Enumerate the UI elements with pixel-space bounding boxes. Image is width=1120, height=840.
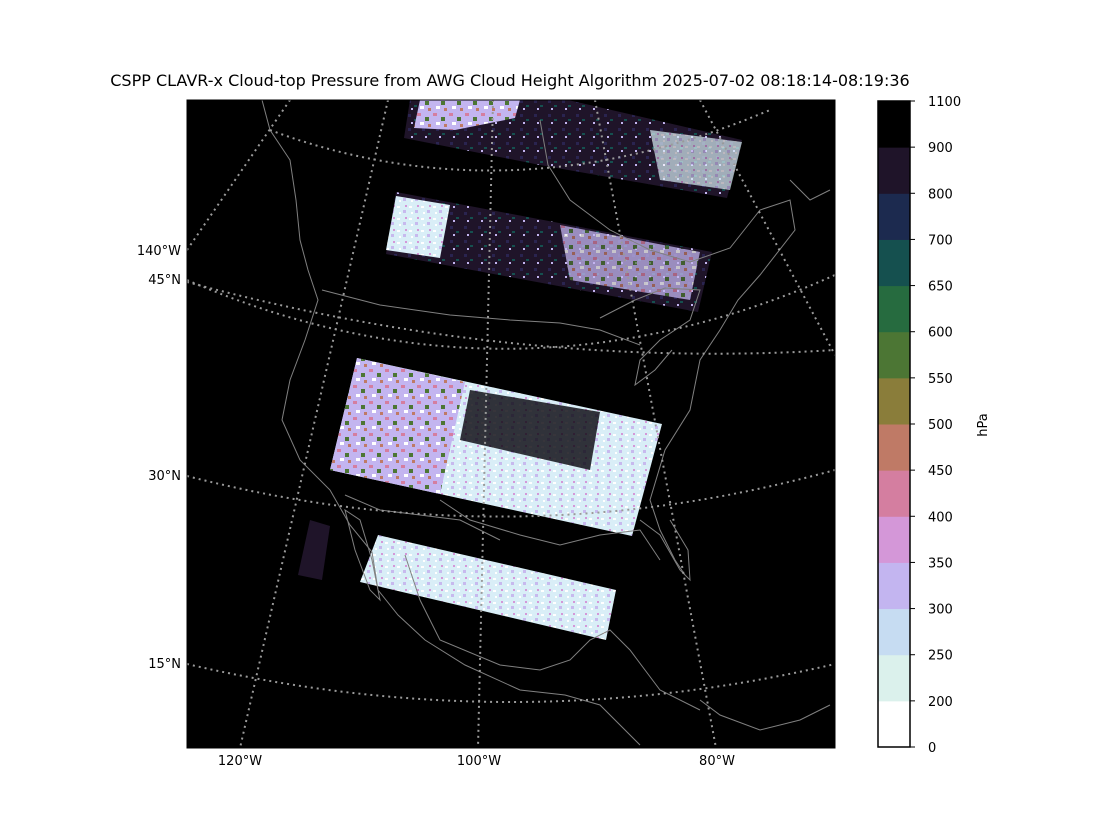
lon-label-120: 120°W <box>218 754 262 769</box>
colorbar-tick-label: 700 <box>928 233 953 248</box>
colorbar-bin <box>878 654 910 702</box>
colorbar-bin <box>878 147 910 194</box>
colorbar-tick-label: 250 <box>928 649 953 664</box>
cloud-swaths <box>298 100 742 640</box>
colorbar-tick-label: 800 <box>928 187 953 202</box>
colorbar-tick-label: 550 <box>928 372 953 387</box>
map-title: CSPP CLAVR-x Cloud-top Pressure from AWG… <box>110 71 910 90</box>
hudson-bay <box>539 119 796 576</box>
colorbar-tick-label: 500 <box>928 418 953 433</box>
lon-label-80: 80°W <box>699 754 735 769</box>
lat-label-45: 45°N <box>148 273 181 288</box>
colorbar-tick-label: 400 <box>928 510 953 525</box>
gulf-coast <box>439 499 661 561</box>
colorbar-bin <box>878 562 910 610</box>
map-frame <box>186 99 836 749</box>
map-content <box>187 100 835 748</box>
graticule-latitudes <box>187 109 835 703</box>
colorbar-tick-label: 650 <box>928 280 953 295</box>
lat-label-30: 30°N <box>148 469 181 484</box>
lon-label-100: 100°W <box>457 754 501 769</box>
colorbar-tick-label: 450 <box>928 464 953 479</box>
lat-line-45 <box>187 274 835 350</box>
caribbean <box>699 699 831 731</box>
colorbar-tick-label: 900 <box>928 141 953 156</box>
lon-line-80 <box>594 100 717 748</box>
lat-label-15: 15°N <box>148 657 181 672</box>
colorbar-bin <box>878 377 910 425</box>
graticule-longitudes <box>187 100 835 748</box>
colorbar-bin <box>878 193 910 240</box>
colorbar-bin <box>878 424 910 471</box>
colorbar-bin <box>878 470 910 517</box>
colorbar-bin <box>878 239 910 287</box>
colorbar-label: hPa <box>976 413 991 436</box>
colorbar: 0 200 250 300 350 400 450 500 550 600 650 700 800 900… <box>877 95 961 756</box>
swath-north-2-clouds-w <box>386 196 450 258</box>
lon-line-100 <box>477 100 494 748</box>
swath-north-1-east <box>650 130 742 190</box>
mexico-gulf <box>404 554 701 711</box>
colorbar-tick-label: 1100 <box>928 95 961 110</box>
colorbar-tick-label: 600 <box>928 326 953 341</box>
colorbar-bin <box>878 101 910 148</box>
colorbar-bin <box>878 608 910 656</box>
swath-south <box>360 535 616 640</box>
baja-peninsula <box>344 508 381 602</box>
swath-small-west <box>298 520 330 580</box>
florida <box>639 519 691 582</box>
swath-north-1 <box>404 100 742 198</box>
swath-central-west <box>330 358 465 494</box>
colorbar-bin <box>878 285 910 333</box>
us-canada-border <box>321 289 641 346</box>
us-mexico-border <box>344 494 501 541</box>
swath-north-2-clouds-e <box>560 225 700 300</box>
lat-line-37 <box>187 281 835 355</box>
lon-line-120 <box>239 100 389 748</box>
colorbar-tick-label: 350 <box>928 556 953 571</box>
colorbar-tick-label: 200 <box>928 695 953 710</box>
colorbar-bin <box>878 516 910 563</box>
lon-label-140: 140°W <box>137 244 181 259</box>
colorbar-tick-label: 300 <box>928 603 953 618</box>
colorbar-bin <box>878 700 910 748</box>
swath-central-dark <box>460 390 600 470</box>
newfoundland <box>789 179 831 201</box>
lon-line-140 <box>187 100 291 251</box>
colorbar-tick-label: 0 <box>928 741 936 756</box>
colorbar-bin <box>878 331 910 379</box>
lon-line-60 <box>699 100 835 356</box>
west-coast <box>261 100 641 746</box>
